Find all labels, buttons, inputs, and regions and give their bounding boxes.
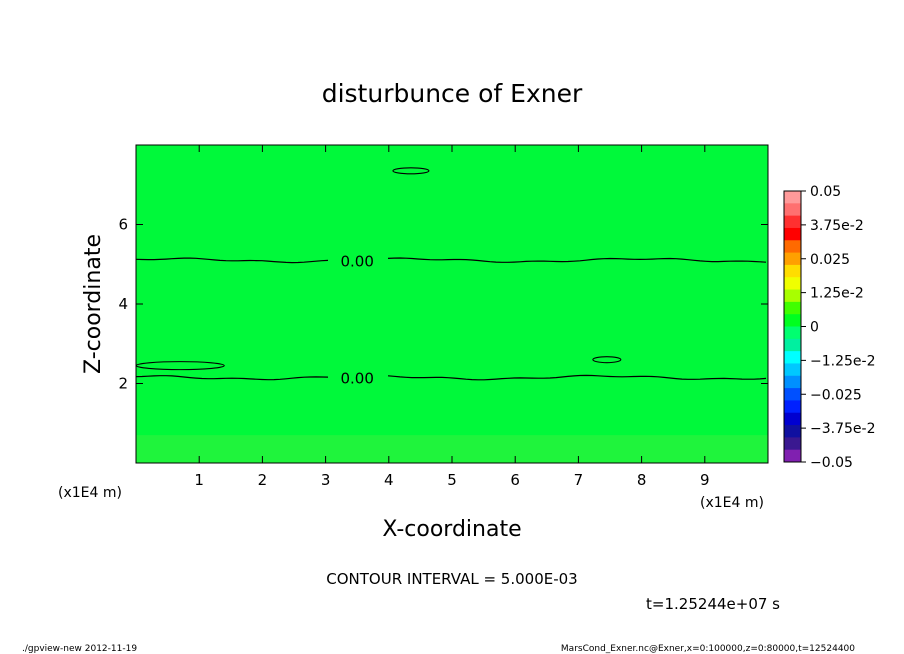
- y-tick-label: 4: [118, 295, 128, 313]
- colorbar-segment: [784, 240, 801, 254]
- colorbar-label: 3.75e-2: [810, 218, 864, 234]
- colorbar-label: 0.05: [810, 184, 841, 200]
- colorbar-label: −0.025: [810, 387, 862, 403]
- colorbar-segment: [784, 437, 801, 451]
- plot-area: 0.00 0.00 1 2 3 4 5 6 7 8 9 2 4 6: [118, 144, 769, 489]
- time-label: t=1.25244e+07 s: [646, 595, 780, 613]
- footer-left: ./gpview-new 2012-11-19: [22, 644, 137, 654]
- contour-line: [135, 374, 767, 381]
- colorbar-segment: [784, 388, 801, 401]
- x-tick-label: 4: [384, 471, 394, 489]
- x-tick-label: 2: [258, 471, 268, 489]
- colorbar-segment: [784, 326, 801, 340]
- y-tick-label: 2: [118, 375, 128, 393]
- x-tick-label: 5: [447, 471, 457, 489]
- colorbar-segment: [784, 191, 801, 204]
- colorbar-segment: [784, 449, 801, 463]
- colorbar-segment: [784, 277, 801, 291]
- contour-lines: 0.00 0.00: [135, 167, 767, 388]
- colorbar-label: 0.025: [810, 252, 850, 268]
- colorbar-segment: [784, 314, 801, 327]
- contour-label: 0.00: [340, 252, 373, 270]
- colorbar-segment: [784, 400, 801, 414]
- x-tick-label: 9: [700, 471, 710, 489]
- x-tick-label: 3: [321, 471, 331, 489]
- colorbar-label: 1.25e-2: [810, 286, 864, 302]
- colorbar-segment: [784, 289, 801, 303]
- contour-interval-text: CONTOUR INTERVAL = 5.000E-03: [326, 570, 577, 588]
- x-tick-label: 6: [510, 471, 520, 489]
- contour-blob: [392, 167, 430, 175]
- colorbar-segment: [784, 301, 801, 315]
- colorbar-label: −0.05: [810, 455, 853, 471]
- contour-blob: [592, 356, 622, 364]
- y-axis-label: Z-coordinate: [81, 234, 106, 374]
- colorbar-segment: [784, 264, 801, 278]
- x-axis-label: X-coordinate: [382, 517, 521, 542]
- colorbar-label: 0: [810, 320, 819, 336]
- contour-line: [135, 257, 767, 264]
- colorbar-segment: [784, 227, 801, 241]
- colorbar-segment: [784, 412, 801, 426]
- colorbar-segment: [784, 425, 801, 438]
- x-tick-label: 7: [574, 471, 584, 489]
- colorbar-label: −1.25e-2: [810, 353, 875, 369]
- x-axis-ticks: 1 2 3 4 5 6 7 8 9: [194, 145, 710, 489]
- colorbar-segment: [784, 375, 801, 389]
- colorbar-segment: [784, 351, 801, 364]
- x-tick-label: 1: [194, 471, 204, 489]
- y-tick-label: 6: [118, 216, 128, 234]
- colorbar-segment: [784, 252, 801, 266]
- colorbar-segment: [784, 203, 801, 217]
- contour-label: 0.00: [340, 370, 373, 388]
- x-axis-unit: (x1E4 m): [700, 495, 764, 511]
- colorbar-label: −3.75e-2: [810, 421, 875, 437]
- colorbar: 0.05 3.75e-2 0.025 1.25e-2 0 −1.25e-2 −0.025 −3…: [783, 184, 875, 471]
- x-tick-label: 8: [637, 471, 647, 489]
- y-axis-ticks: 2 4 6: [118, 216, 768, 393]
- chart-title: disturbunce of Exner: [322, 79, 583, 108]
- colorbar-segment: [784, 338, 801, 352]
- contour-fill: [136, 145, 768, 463]
- y-axis-unit: (x1E4 m): [58, 485, 122, 501]
- colorbar-segment: [784, 363, 801, 377]
- footer-right: MarsCond_Exner.nc@Exner,x=0:100000,z=0:8…: [561, 644, 855, 654]
- colorbar-segment: [784, 215, 801, 229]
